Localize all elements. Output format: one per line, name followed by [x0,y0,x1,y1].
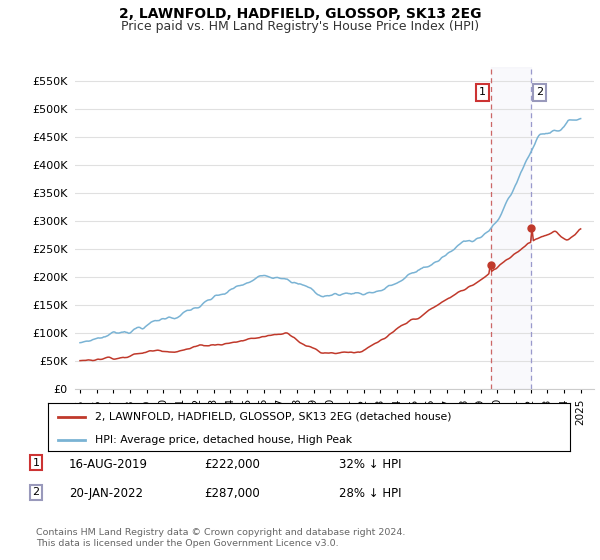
Text: £287,000: £287,000 [204,487,260,500]
Text: Price paid vs. HM Land Registry's House Price Index (HPI): Price paid vs. HM Land Registry's House … [121,20,479,32]
Bar [491,67,532,389]
Text: 1: 1 [479,87,486,97]
Text: 16-AUG-2019: 16-AUG-2019 [69,458,148,470]
Text: 20-JAN-2022: 20-JAN-2022 [69,487,143,500]
Text: 2, LAWNFOLD, HADFIELD, GLOSSOP, SK13 2EG: 2, LAWNFOLD, HADFIELD, GLOSSOP, SK13 2EG [119,7,481,21]
Text: Contains HM Land Registry data © Crown copyright and database right 2024.
This d: Contains HM Land Registry data © Crown c… [36,528,406,548]
Text: 28% ↓ HPI: 28% ↓ HPI [339,487,401,500]
Text: 2, LAWNFOLD, HADFIELD, GLOSSOP, SK13 2EG (detached house): 2, LAWNFOLD, HADFIELD, GLOSSOP, SK13 2EG… [95,412,451,422]
Text: 32% ↓ HPI: 32% ↓ HPI [339,458,401,470]
Text: 1: 1 [32,458,40,468]
Text: HPI: Average price, detached house, High Peak: HPI: Average price, detached house, High… [95,435,352,445]
Text: £222,000: £222,000 [204,458,260,470]
Text: 2: 2 [32,487,40,497]
Text: 2: 2 [536,87,544,97]
